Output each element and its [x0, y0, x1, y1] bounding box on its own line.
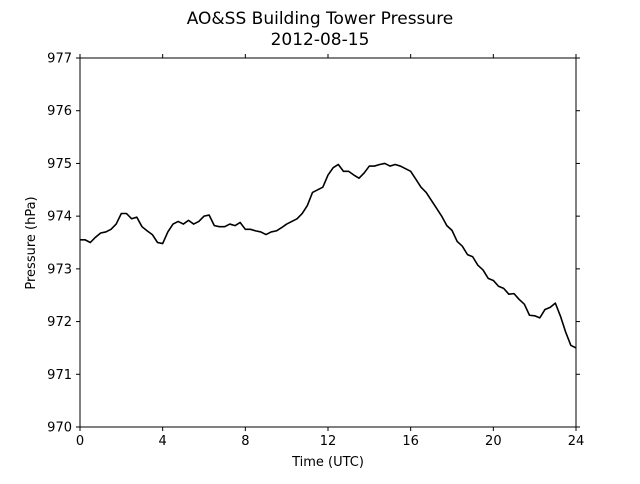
x-tick-label: 20	[485, 434, 502, 449]
x-tick-label: 0	[76, 434, 84, 449]
x-axis-label: Time (UTC)	[291, 455, 364, 470]
x-tick-label: 24	[568, 434, 585, 449]
y-tick-label: 977	[47, 52, 72, 67]
y-tick-label: 971	[47, 368, 72, 383]
y-tick-label: 970	[47, 421, 72, 436]
y-tick-label: 976	[47, 104, 72, 119]
chart-subtitle: 2012-08-15	[271, 30, 370, 50]
x-tick-label: 12	[320, 434, 337, 449]
axis-ticks	[76, 54, 580, 431]
y-tick-label: 973	[47, 262, 72, 277]
plot-area-frame	[79, 57, 577, 428]
chart-title: AO&SS Building Tower Pressure	[187, 9, 454, 29]
axis-tick-labels: 0 4 8 12 16 20 24 970 971 972 973 974 975 976 977	[47, 52, 584, 450]
y-tick-label: 975	[47, 157, 72, 172]
y-axis-label: Pressure (hPa)	[24, 196, 39, 289]
x-tick-label: 4	[159, 434, 167, 449]
x-tick-label: 16	[402, 434, 419, 449]
x-tick-label: 8	[241, 434, 249, 449]
y-tick-label: 972	[47, 315, 72, 330]
pressure-series-line	[80, 162, 577, 349]
y-tick-label: 974	[47, 210, 72, 225]
